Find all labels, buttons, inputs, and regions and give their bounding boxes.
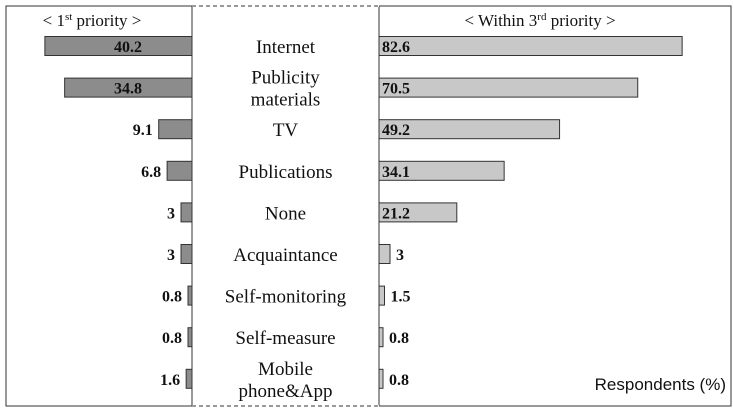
right-bar: [378, 202, 458, 223]
right-bar: [378, 160, 505, 181]
right-bar: [378, 119, 561, 140]
left-bar: [158, 119, 193, 140]
left-bar: [185, 368, 193, 389]
right-bar-value-label: 0.8: [389, 330, 409, 347]
category-label: Publicity: [251, 68, 320, 89]
left-bar: [180, 244, 193, 264]
right-bar-value-label: 49.2: [382, 122, 410, 139]
left-bar-value-label: 0.8: [162, 330, 182, 347]
left-bar-value-label: 9.1: [133, 122, 153, 139]
category-label: Internet: [256, 37, 316, 58]
left-bar: [44, 36, 193, 56]
left-bar-value-label: 40.2: [114, 39, 142, 56]
right-bar: [378, 285, 386, 306]
left-panel-header: < 1st priority >: [43, 11, 142, 30]
category-label: TV: [273, 120, 299, 141]
right-bar: [378, 36, 683, 56]
right-bar-value-label: 34.1: [382, 164, 410, 181]
left-bar-value-label: 3: [167, 205, 175, 222]
left-bar: [187, 285, 193, 306]
left-bar-value-label: 1.6: [160, 372, 180, 389]
category-label: None: [265, 203, 306, 224]
category-label: Self-monitoring: [225, 287, 347, 308]
right-bar-value-label: 21.2: [382, 205, 410, 222]
left-bar: [187, 327, 193, 348]
right-bar: [378, 244, 391, 264]
left-bar-value-label: 0.8: [162, 289, 182, 306]
respondents-unit-note: Respondents (%): [595, 375, 726, 394]
category-label: materials: [251, 90, 321, 111]
left-bar: [180, 202, 193, 223]
left-bar-value-label: 3: [167, 247, 175, 264]
category-label: Self-measure: [235, 328, 335, 349]
right-bar-value-label: 0.8: [389, 372, 409, 389]
category-label: phone&App: [239, 381, 333, 402]
chart-frame: [5, 5, 732, 407]
category-label: Mobile: [258, 359, 313, 380]
right-bar: [378, 368, 384, 389]
category-label: Publications: [239, 162, 333, 183]
left-bar-value-label: 34.8: [114, 81, 142, 98]
left-bar: [64, 77, 193, 98]
right-bar: [378, 77, 639, 98]
right-bar: [378, 327, 384, 348]
right-panel-header: < Within 3rd priority >: [464, 11, 615, 30]
left-bar-value-label: 6.8: [141, 164, 161, 181]
right-bar-value-label: 70.5: [382, 81, 410, 98]
left-bar: [166, 160, 193, 181]
right-bar-value-label: 3: [396, 247, 404, 264]
right-bar-value-label: 1.5: [391, 289, 411, 306]
category-label: Acquaintance: [233, 245, 337, 266]
right-bar-value-label: 82.6: [382, 39, 410, 56]
